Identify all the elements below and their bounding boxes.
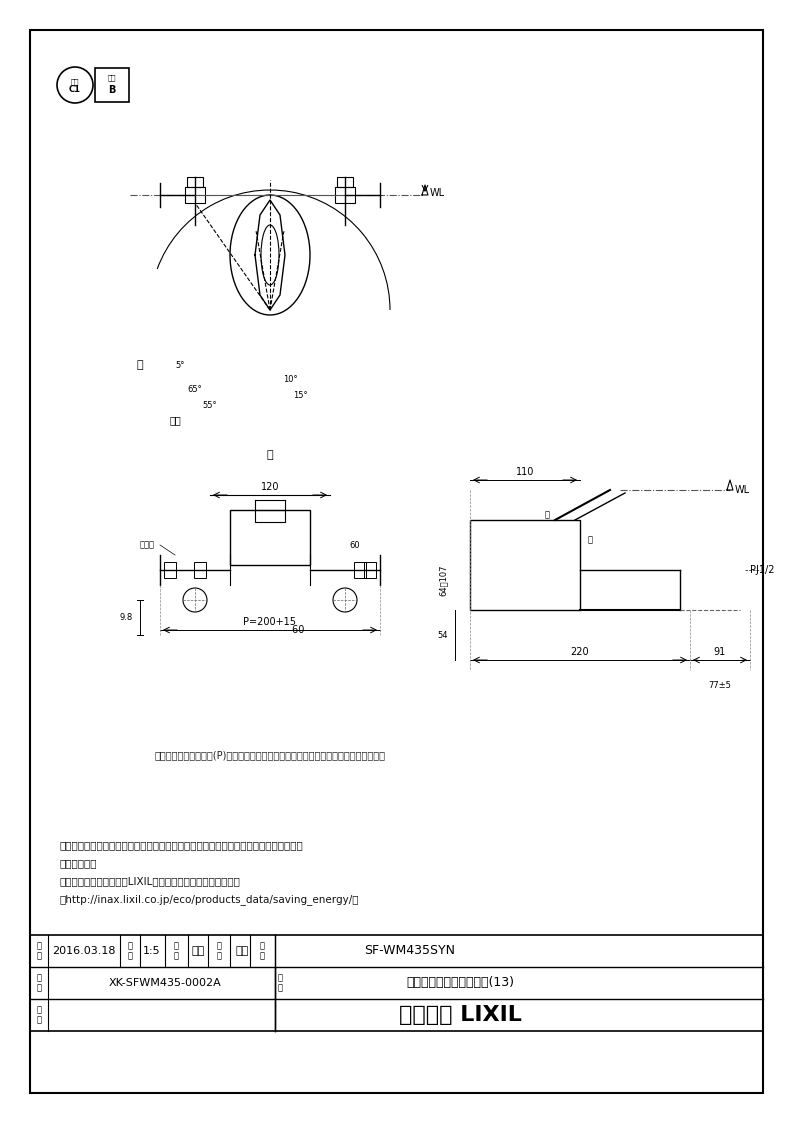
- Text: 2016.03.18: 2016.03.18: [52, 946, 116, 956]
- Text: ・節湯記号については、LIXILホームページを参照ください。: ・節湯記号については、LIXILホームページを参照ください。: [60, 876, 241, 886]
- Bar: [185, 188, 205, 203]
- Text: 60: 60: [350, 540, 360, 549]
- Text: 製
図: 製 図: [174, 941, 178, 960]
- Text: 尺
度: 尺 度: [128, 941, 132, 960]
- Text: 取付脚: 取付脚: [140, 540, 155, 549]
- Text: 株式会社 LIXIL: 株式会社 LIXIL: [399, 1005, 522, 1025]
- Text: 閉: 閉: [588, 536, 592, 545]
- Text: -60: -60: [274, 626, 305, 634]
- Text: 64〜107: 64〜107: [439, 564, 448, 595]
- Text: 55°: 55°: [203, 401, 217, 410]
- Bar: [470, 520, 580, 610]
- Text: 検
図: 検 図: [216, 941, 221, 960]
- Text: 混合: 混合: [169, 416, 181, 424]
- Bar: [164, 562, 176, 578]
- Bar: [354, 562, 366, 578]
- Text: 備
考: 備 考: [36, 1005, 41, 1024]
- Bar: [335, 188, 355, 203]
- Text: WL: WL: [430, 188, 445, 198]
- Text: WL: WL: [735, 485, 750, 495]
- Text: 品
名: 品 名: [278, 974, 282, 993]
- Bar: [255, 510, 285, 522]
- Text: 節湯: 節湯: [71, 79, 79, 85]
- Text: 110: 110: [515, 467, 534, 477]
- Text: ・（水抜式）: ・（水抜式）: [60, 858, 98, 868]
- Text: ＊印寸法は配管ピッチ(P)が最大へ最小の場合を（標準寸法　概略）で示しています。: ＊印寸法は配管ピッチ(P)が最大へ最小の場合を（標準寸法 概略）で示しています。: [155, 750, 385, 760]
- Bar: [194, 562, 206, 578]
- Text: P=200+15: P=200+15: [243, 617, 297, 627]
- Text: XK-SFWM435-0002A: XK-SFWM435-0002A: [109, 978, 221, 988]
- Text: 品
番: 品 番: [259, 941, 265, 960]
- Text: 120: 120: [261, 482, 279, 492]
- Text: 54: 54: [438, 630, 448, 639]
- Text: 5°: 5°: [175, 360, 185, 369]
- Text: SF-WM435SYN: SF-WM435SYN: [365, 944, 455, 958]
- Text: 開: 開: [545, 511, 550, 520]
- Text: 宮本: 宮本: [191, 946, 205, 956]
- Text: 9.8: 9.8: [120, 612, 133, 621]
- Text: 65°: 65°: [188, 385, 202, 394]
- Text: PJ1/2: PJ1/2: [750, 565, 775, 575]
- Text: 10°: 10°: [282, 375, 297, 384]
- Text: 水: 水: [266, 450, 274, 460]
- Text: 91: 91: [714, 647, 726, 657]
- Bar: [187, 177, 203, 188]
- Text: （http://inax.lixil.co.jp/eco/products_data/saving_energy/）: （http://inax.lixil.co.jp/eco/products_da…: [60, 894, 359, 905]
- Text: C1: C1: [69, 85, 81, 94]
- Bar: [337, 177, 353, 188]
- Text: ・流量調節栓は取付脚に付いています。取替えの際は、取付脚ごと交換してください。: ・流量調節栓は取付脚に付いています。取替えの際は、取付脚ごと交換してください。: [60, 840, 304, 850]
- Bar: [230, 510, 310, 565]
- Text: B: B: [109, 85, 116, 95]
- Text: 湯: 湯: [136, 360, 144, 369]
- Text: 日
付: 日 付: [36, 941, 41, 960]
- Text: 図
番: 図 番: [36, 974, 41, 993]
- Bar: [364, 562, 376, 578]
- Text: 節湯: 節湯: [108, 75, 117, 81]
- Text: 220: 220: [571, 647, 589, 657]
- Text: 池川: 池川: [236, 946, 249, 956]
- Text: 1:5: 1:5: [144, 946, 161, 956]
- Text: シングルレバー混合水栓(13): シングルレバー混合水栓(13): [406, 977, 514, 989]
- Text: 77±5: 77±5: [709, 681, 731, 690]
- Text: 15°: 15°: [293, 391, 308, 400]
